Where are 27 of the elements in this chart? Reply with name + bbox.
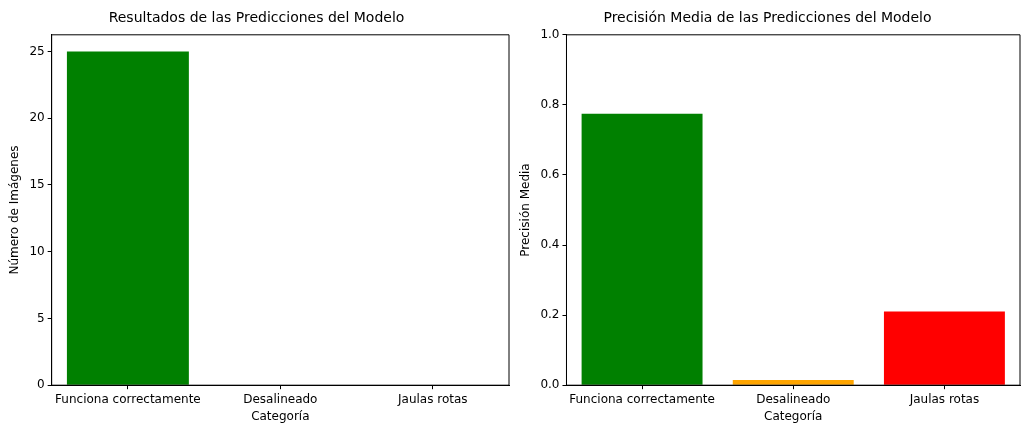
x-tick-label: Funciona correctamente: [55, 391, 201, 406]
y-tick-label: 0.8: [540, 97, 560, 111]
chart-title: Precisión Media de las Predicciones del Modelo: [603, 9, 932, 26]
y-tick-label: 25: [29, 43, 45, 58]
y-tick-label: 0.4: [540, 237, 560, 252]
x-tick-label: Jaulas rotas: [396, 391, 468, 406]
y-tick-label: 0: [37, 377, 45, 392]
y-tick-label: 0.0: [540, 377, 560, 392]
bar: [883, 311, 1005, 385]
chart-title: Resultados de las Predicciones del Modelo: [108, 9, 405, 26]
y-tick-label: 5: [37, 310, 45, 325]
bar: [732, 379, 854, 385]
y-axis-title: Número de Imágenes: [7, 145, 22, 275]
y-tick-label: 0.6: [540, 167, 560, 182]
bar: [581, 113, 703, 385]
y-axis-title: Precisión Media: [518, 163, 533, 257]
y-tick-label: 1.0: [540, 26, 560, 41]
y-tick-label: 20: [29, 110, 45, 125]
x-tick-label: Funciona correctamente: [569, 391, 715, 406]
y-tick-label: 15: [29, 177, 45, 192]
x-tick-label: Desalineado: [756, 391, 831, 406]
x-axis-title: Categoría: [251, 408, 310, 423]
x-tick-label: Jaulas rotas: [908, 391, 980, 406]
x-tick-label: Desalineado: [243, 391, 318, 406]
y-tick-label: 10: [29, 243, 45, 258]
y-tick-label: 0.2: [540, 307, 560, 322]
x-axis-title: Categoría: [764, 408, 823, 423]
